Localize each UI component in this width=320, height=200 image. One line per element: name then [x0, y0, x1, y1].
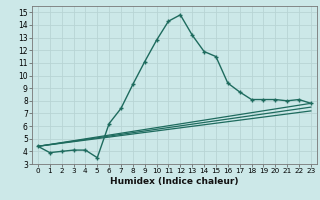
- X-axis label: Humidex (Indice chaleur): Humidex (Indice chaleur): [110, 177, 239, 186]
